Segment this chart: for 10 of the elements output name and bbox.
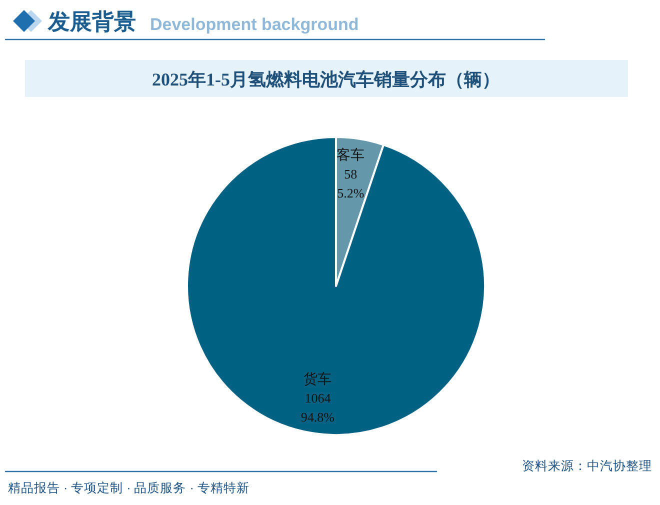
- pie-slice: [186, 136, 486, 436]
- data-label: 58 5.2%: [337, 166, 364, 200]
- chart-title: 2025年1-5月氢燃料电池汽车销量分布（辆）: [152, 69, 500, 90]
- text: 资料来源：中汽协整理: [522, 459, 652, 473]
- text: 精品报告 · 专项定制 · 品质服务 · 专精特新: [8, 481, 250, 495]
- slice-label: 客车: [336, 146, 365, 163]
- slice-label: 货车: [304, 370, 332, 387]
- text: 发展背景: [47, 9, 136, 34]
- text: Development background: [150, 15, 359, 34]
- data-label: 1064 94.8%: [300, 390, 335, 424]
